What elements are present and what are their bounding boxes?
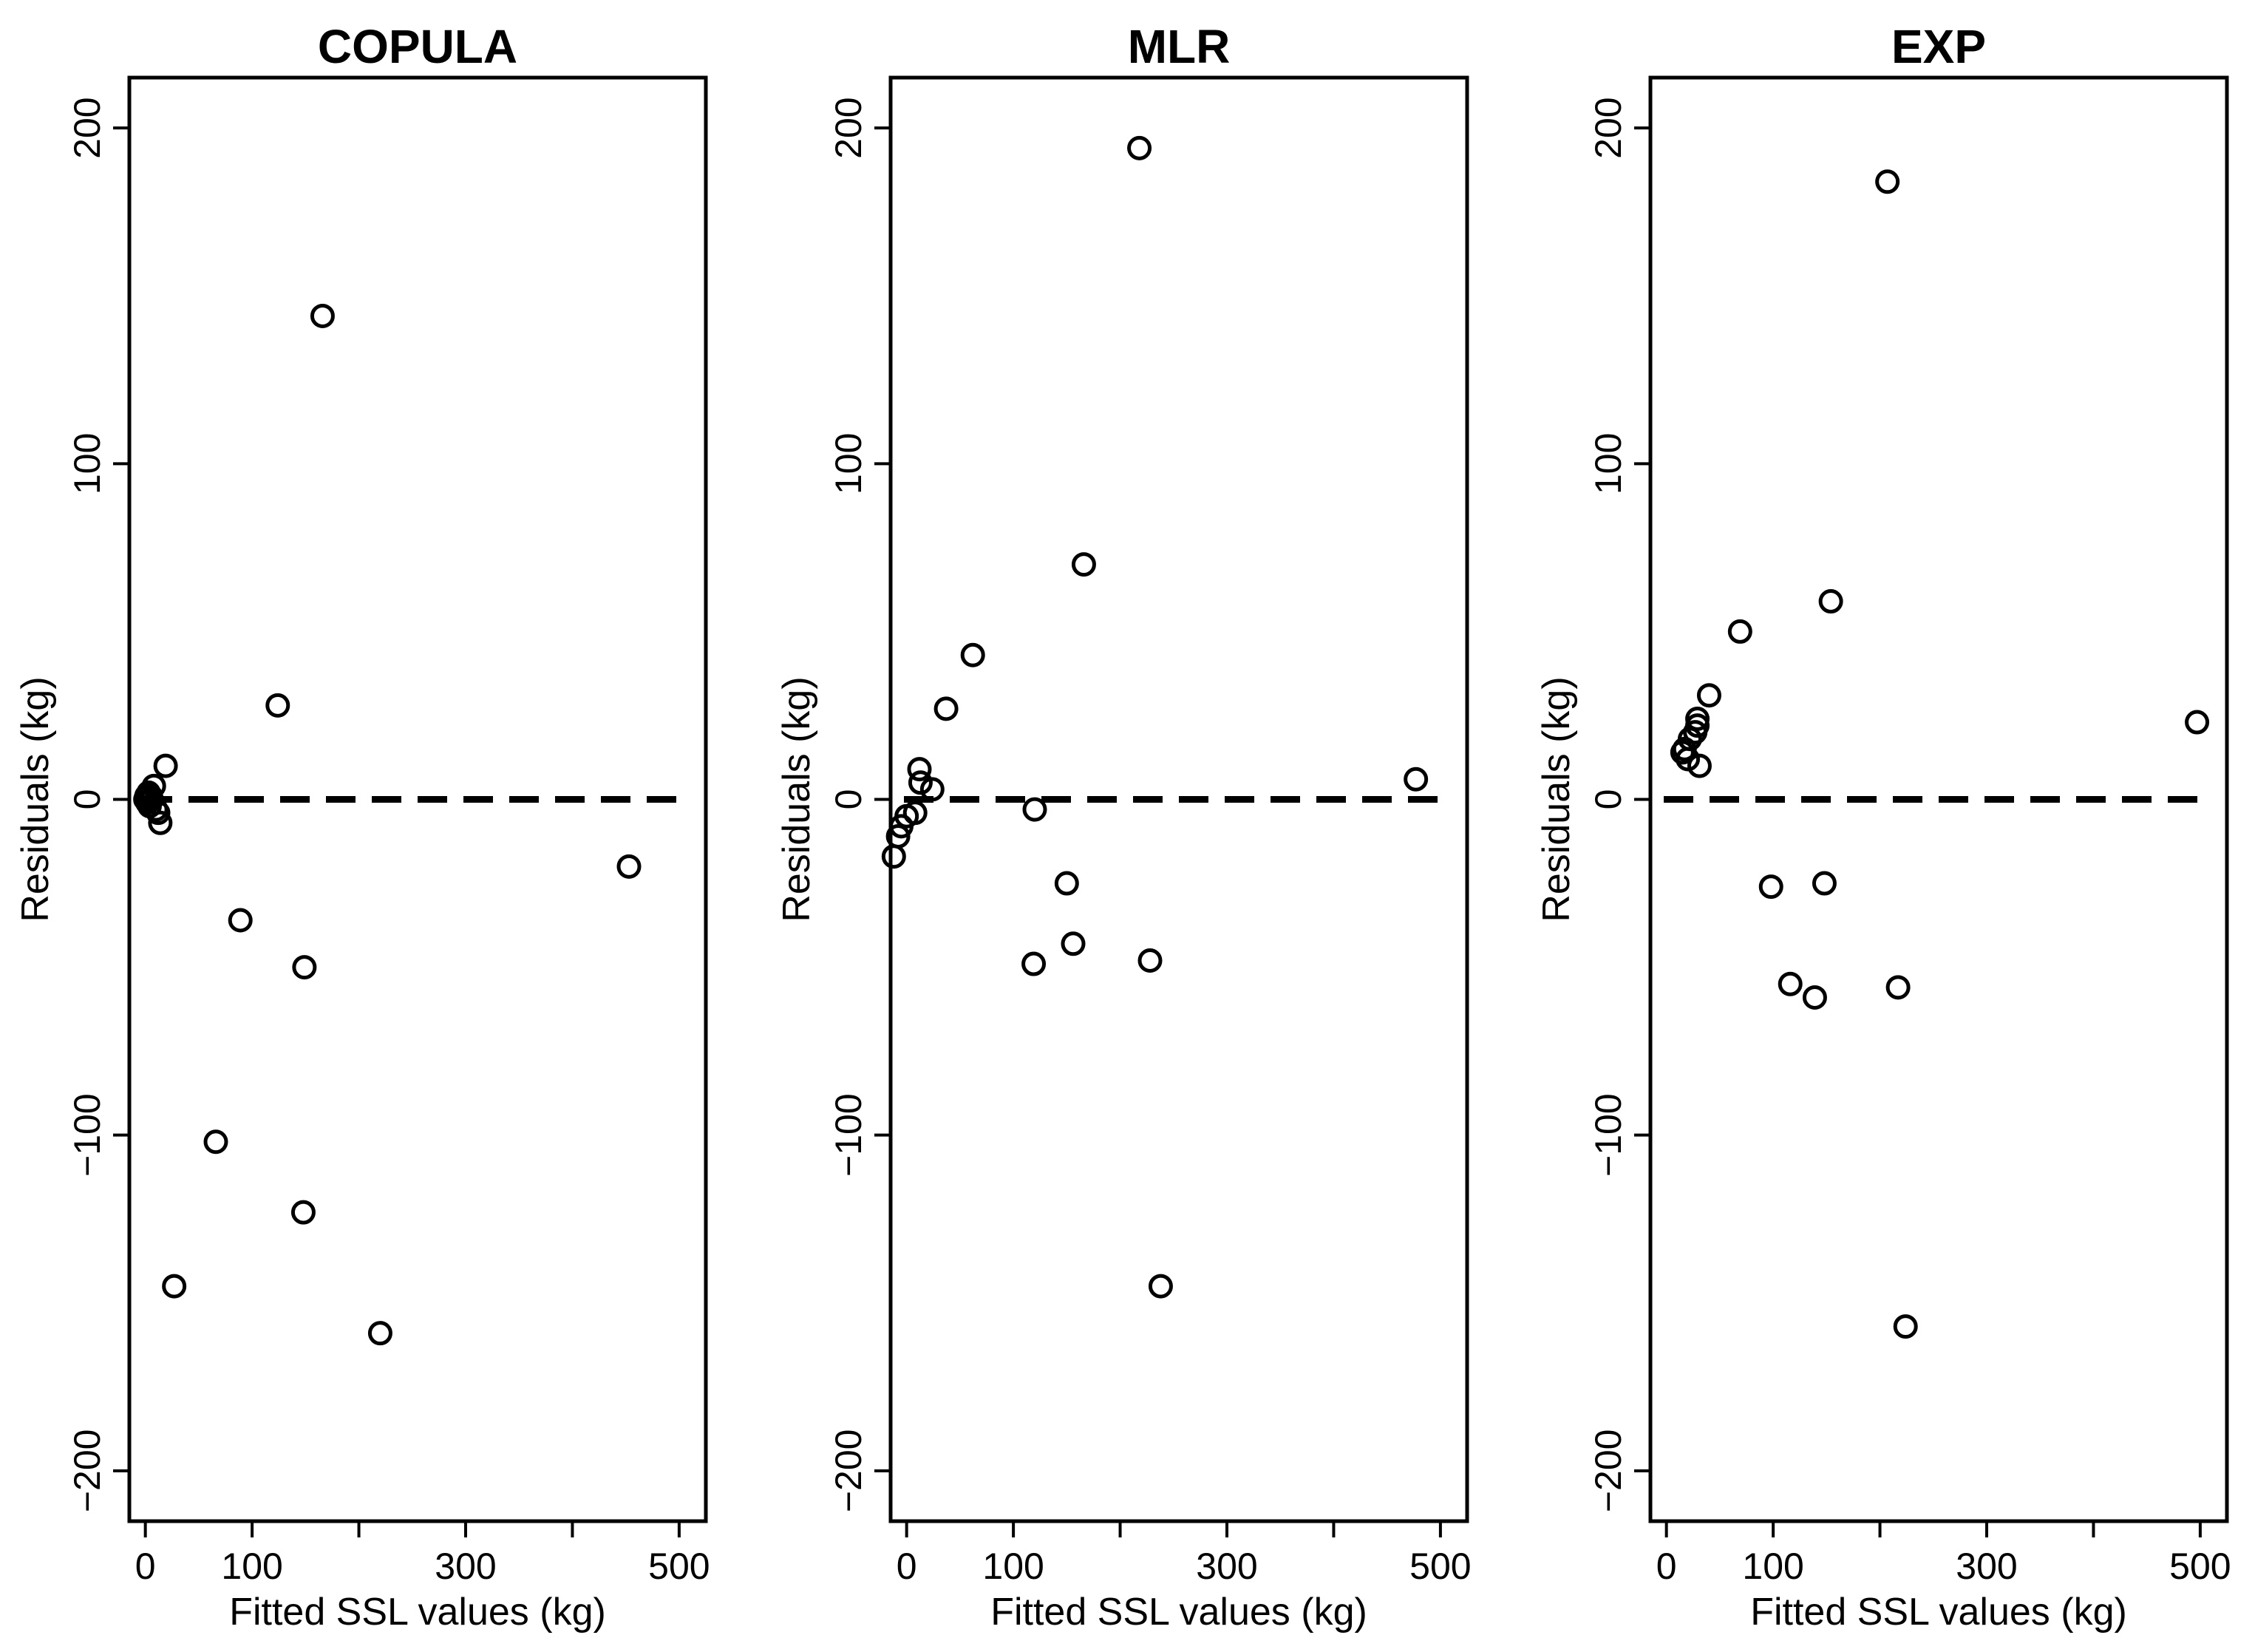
y-axis-label: Residuals (kg): [14, 676, 57, 922]
x-axis-label: Fitted SSL values (kg): [990, 1591, 1367, 1634]
chart-panel-exp: EXP 0 100 300 500 −200 −100 0 100 200 Fitted SSL v…: [1535, 20, 2231, 1634]
data-point: [1137, 948, 1163, 973]
data-point: [1127, 135, 1152, 160]
data-point: [265, 693, 290, 718]
data-point: [1818, 589, 1843, 614]
x-axis-label: Fitted SSL values (kg): [1750, 1591, 2127, 1634]
x-tick-label: 100: [221, 1546, 282, 1587]
data-point: [1812, 871, 1837, 896]
data-point: [310, 303, 335, 328]
y-tick-label: 0: [67, 789, 108, 810]
x-tick-label: 300: [1196, 1546, 1257, 1587]
data-point: [1685, 706, 1710, 731]
y-tick-label: 200: [67, 97, 108, 158]
y-tick-label: 100: [828, 433, 869, 494]
y-axis-label: Residuals (kg): [775, 676, 818, 922]
data-point: [1778, 971, 1803, 996]
data-point: [1061, 931, 1086, 956]
y-axis-label: Residuals (kg): [1535, 676, 1578, 922]
data-point: [902, 800, 928, 826]
data-point: [616, 854, 642, 879]
data-point: [1022, 797, 1047, 822]
x-tick-label: 500: [2169, 1546, 2231, 1587]
x-tick-label: 300: [435, 1546, 496, 1587]
data-point: [1696, 683, 1721, 708]
data-point: [1758, 874, 1783, 900]
data-point: [162, 1274, 187, 1299]
data-point: [919, 777, 945, 802]
chart-panel-mlr: MLR 0 100 300 500 −200 −100 0 100 200 Fitted SSL v…: [775, 20, 1472, 1634]
data-point: [1687, 753, 1712, 778]
y-tick-label: −200: [67, 1430, 108, 1513]
x-tick-label: 500: [648, 1546, 710, 1587]
x-tick-label: 500: [1409, 1546, 1471, 1587]
data-point: [907, 757, 932, 782]
data-point: [1148, 1274, 1173, 1299]
x-axis-label: Fitted SSL values (kg): [229, 1591, 606, 1634]
y-tick-label: 200: [1588, 97, 1629, 158]
y-tick-label: −100: [67, 1093, 108, 1177]
data-point: [1404, 766, 1429, 792]
data-point: [1677, 727, 1702, 752]
data-point: [141, 773, 166, 798]
y-tick-label: 0: [828, 789, 869, 810]
data-point: [908, 770, 933, 795]
data-point: [148, 810, 173, 835]
chart-panel-copula: COPULA 0 100 300 500 −200 −100 0 100 200 Fitted SS…: [14, 20, 710, 1634]
y-tick-label: 100: [67, 433, 108, 494]
y-tick-label: −200: [828, 1430, 869, 1513]
data-point: [1885, 975, 1911, 1000]
y-tick-label: −100: [828, 1093, 869, 1177]
y-tick-label: −200: [1588, 1430, 1629, 1513]
data-point: [1802, 985, 1827, 1010]
data-point: [881, 844, 906, 869]
data-point: [933, 696, 959, 721]
x-tick-label: 100: [1742, 1546, 1803, 1587]
data-point: [1685, 713, 1710, 738]
data-point: [146, 800, 171, 826]
data-point: [1875, 169, 1900, 194]
y-tick-label: −100: [1588, 1093, 1629, 1177]
data-point: [885, 823, 911, 849]
y-tick-label: 200: [828, 97, 869, 158]
chart-title: MLR: [1128, 20, 1231, 73]
data-point: [290, 1200, 316, 1225]
x-tick-label: 0: [897, 1546, 917, 1587]
data-point: [367, 1321, 392, 1346]
x-tick-label: 300: [1956, 1546, 2017, 1587]
chart-title: COPULA: [318, 20, 517, 73]
data-point: [228, 908, 253, 933]
x-tick-label: 0: [1656, 1546, 1677, 1587]
data-point: [1054, 871, 1079, 896]
data-point: [1021, 951, 1047, 976]
y-tick-label: 0: [1588, 789, 1629, 810]
data-point: [2185, 710, 2210, 735]
data-point: [292, 955, 317, 980]
x-tick-label: 100: [982, 1546, 1044, 1587]
data-point: [1071, 552, 1096, 577]
data-point: [1893, 1314, 1918, 1339]
y-tick-label: 100: [1588, 433, 1629, 494]
chart-title: EXP: [1891, 20, 1986, 73]
data-point: [203, 1129, 228, 1155]
data-point: [960, 642, 985, 667]
data-point: [153, 753, 178, 778]
x-tick-label: 0: [135, 1546, 156, 1587]
data-point: [1727, 619, 1752, 644]
